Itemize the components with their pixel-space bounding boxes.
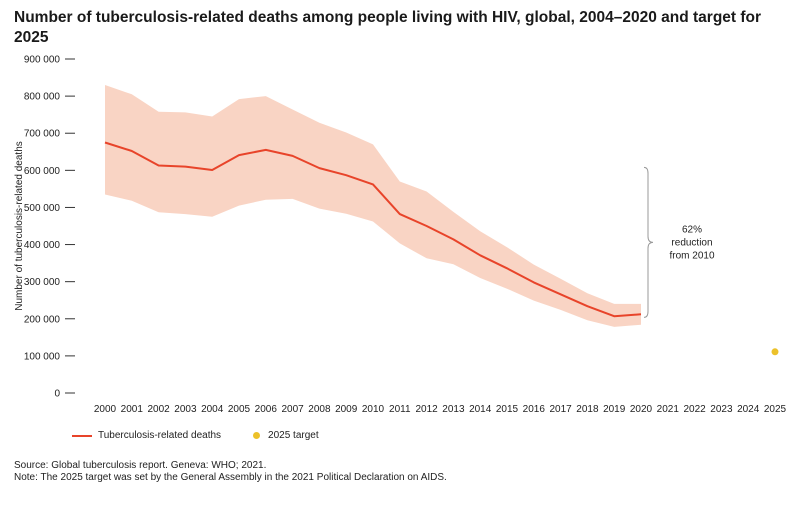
chart-title: Number of tuberculosis-related deaths am… <box>14 9 762 46</box>
x-tick-label: 2022 <box>683 404 706 415</box>
footnotes: Source: Global tuberculosis report. Gene… <box>14 460 447 484</box>
x-tick-label: 2003 <box>174 404 197 415</box>
y-axis-label: Number of tuberculosis-related deaths <box>14 141 25 311</box>
uncertainty-band <box>105 85 641 327</box>
x-tick-label: 2006 <box>255 404 278 415</box>
y-tick-label: 800 000 <box>24 92 61 103</box>
brace-shape <box>643 166 654 318</box>
confidence-band-layer <box>105 85 641 327</box>
x-tick-label: 2013 <box>442 404 465 415</box>
annotation-line: 62% <box>682 224 702 235</box>
x-tick-label: 2021 <box>657 404 680 415</box>
target-point-2025 <box>771 348 779 356</box>
legend-item-deaths: Tuberculosis-related deaths <box>72 430 221 441</box>
y-tick-label: 500 000 <box>24 203 61 214</box>
y-axis: 0 100 000 200 000 300 000 400 000 500 000 600 … <box>24 55 75 400</box>
x-tick-label: 2004 <box>201 404 224 415</box>
y-tick-label: 900 000 <box>24 55 61 66</box>
legend: Tuberculosis-related deaths 2025 target <box>72 430 351 441</box>
x-tick-label: 2010 <box>362 404 385 415</box>
legend-item-target: 2025 target <box>253 430 319 441</box>
x-tick-label: 2008 <box>308 404 331 415</box>
y-tick-label: 100 000 <box>24 351 61 362</box>
x-tick-label: 2024 <box>737 404 760 415</box>
annotation-line: reduction <box>671 237 712 248</box>
y-tick-label: 400 000 <box>24 240 61 251</box>
x-tick-label: 2017 <box>549 404 572 415</box>
y-tick-label: 0 <box>54 389 60 400</box>
x-tick-label: 2002 <box>147 404 170 415</box>
y-tick-label: 300 000 <box>24 277 61 288</box>
x-tick-label: 2015 <box>496 404 519 415</box>
x-tick-label: 2014 <box>469 404 492 415</box>
x-tick-label: 2007 <box>281 404 304 415</box>
legend-label-deaths: Tuberculosis-related deaths <box>98 430 222 441</box>
x-tick-label: 2001 <box>121 404 144 415</box>
x-axis: 2000 2001 2002 2003 2004 2005 2006 2007 2008 2009… <box>94 404 787 415</box>
legend-label-target: 2025 target <box>268 430 319 441</box>
target-layer <box>771 348 779 356</box>
x-tick-label: 2012 <box>415 404 438 415</box>
legend-line-swatch <box>72 434 92 437</box>
x-tick-label: 2005 <box>228 404 251 415</box>
y-tick-label: 600 000 <box>24 166 61 177</box>
annotation-line: from 2010 <box>669 250 714 261</box>
source-note: Source: Global tuberculosis report. Gene… <box>14 460 267 471</box>
target-note: Note: The 2025 target was set by the Gen… <box>14 472 447 483</box>
x-tick-label: 2018 <box>576 404 599 415</box>
y-tick-label: 700 000 <box>24 129 61 140</box>
legend-dot-swatch <box>253 432 261 439</box>
x-tick-label: 2023 <box>710 404 733 415</box>
y-tick-label: 200 000 <box>24 314 61 325</box>
x-tick-label: 2020 <box>630 404 653 415</box>
x-tick-label: 2011 <box>389 404 411 415</box>
x-tick-label: 2025 <box>764 404 787 415</box>
series-line-layer <box>104 141 642 318</box>
series-line-tb-deaths <box>104 141 642 318</box>
x-tick-label: 2019 <box>603 404 626 415</box>
x-tick-label: 2000 <box>94 404 117 415</box>
reduction-annotation: 62% reduction from 2010 <box>643 166 715 318</box>
x-tick-label: 2009 <box>335 404 358 415</box>
x-tick-label: 2016 <box>523 404 546 415</box>
